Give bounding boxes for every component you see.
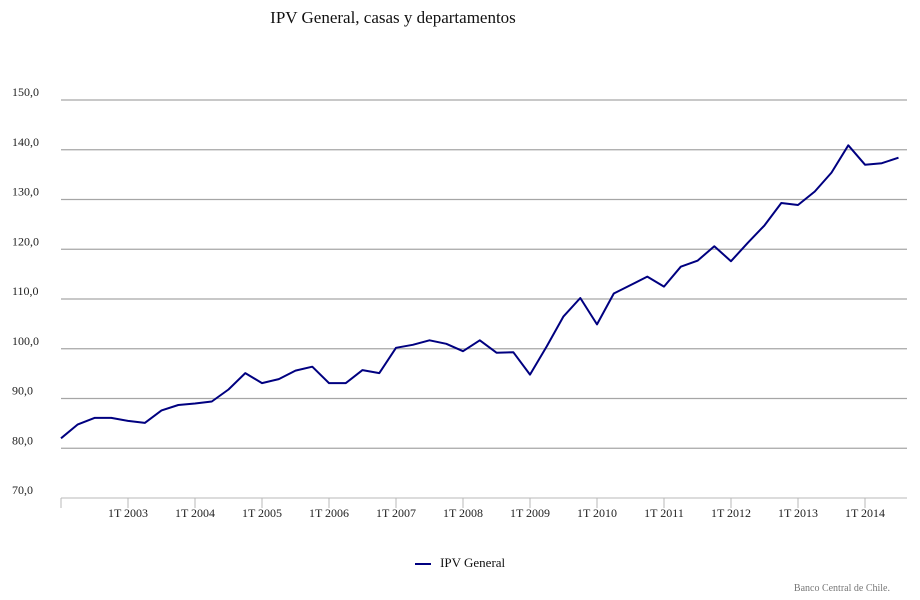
y-tick-label: 70,0 [12,483,33,497]
x-tick-label: 1T 2008 [443,506,483,520]
gridlines [61,99,907,449]
chart-title: IPV General, casas y departamentos [270,8,516,27]
x-tick-label: 1T 2011 [644,506,684,520]
y-tick-label: 130,0 [12,185,39,199]
source-note: Banco Central de Chile. [793,583,890,594]
y-axis-ticks: 70,0 80,0 90,0 100,0 110,0 120,0 130,0 140,0 150… [12,85,39,497]
x-axis: 1T 2003 1T 2004 1T 2005 1T 2006 1T 2007 1T 20… [60,497,907,520]
y-tick-label: 110,0 [12,284,39,298]
x-tick-label: 1T 2004 [175,506,215,520]
y-tick-label: 140,0 [12,135,39,149]
x-tick-label: 1T 2006 [309,506,349,520]
x-tick-label: 1T 2003 [108,506,148,520]
x-tick-label: 1T 2005 [242,506,282,520]
legend-label: IPV General [440,555,506,570]
x-tick-label: 1T 2014 [845,506,885,520]
x-tick-label: 1T 2007 [376,506,416,520]
y-tick-label: 80,0 [12,433,33,447]
series-layer [60,144,899,440]
y-tick-label: 90,0 [12,384,33,398]
y-tick-label: 150,0 [12,85,39,99]
x-tick-label: 1T 2010 [577,506,617,520]
x-tick-label: 1T 2013 [778,506,818,520]
y-tick-label: 100,0 [12,334,39,348]
legend: IPV General [0,555,920,571]
series-line-ipv-general [60,144,899,440]
x-tick-label: 1T 2012 [711,506,751,520]
x-tick-label: 1T 2009 [510,506,550,520]
y-tick-label: 120,0 [12,234,39,248]
legend-swatch [414,563,431,566]
